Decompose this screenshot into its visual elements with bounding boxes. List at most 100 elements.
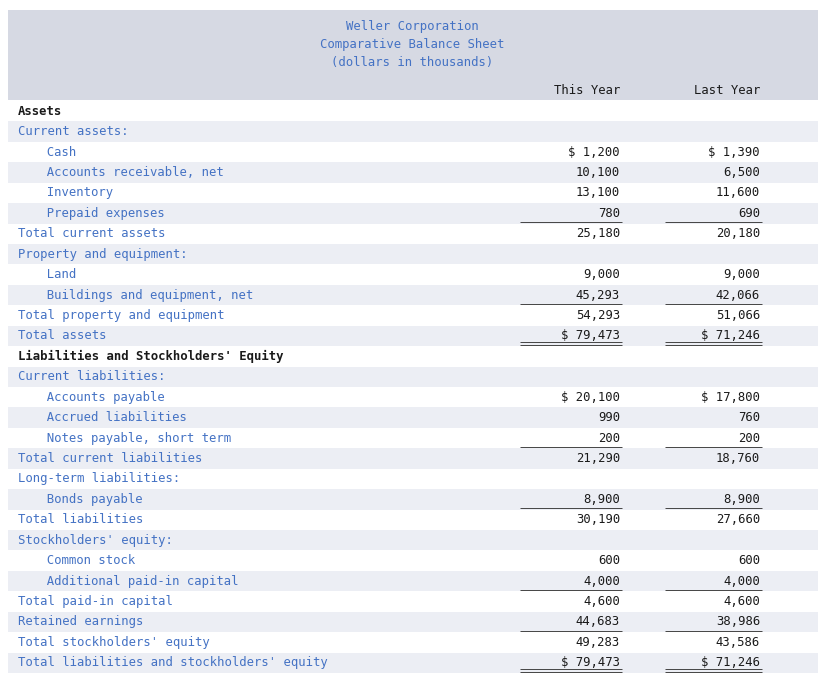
Bar	[8, 591, 818, 612]
Bar	[8, 550, 818, 571]
Text: Cash: Cash	[32, 146, 76, 159]
Bar	[8, 509, 818, 530]
Text: $ 71,246: $ 71,246	[701, 656, 760, 669]
Text: $ 1,390: $ 1,390	[709, 146, 760, 159]
Text: 27,660: 27,660	[716, 513, 760, 526]
Bar	[8, 244, 818, 264]
Bar	[8, 448, 818, 469]
Text: $ 17,800: $ 17,800	[701, 391, 760, 404]
Text: Additional paid-in capital: Additional paid-in capital	[32, 575, 238, 588]
Text: Notes payable, short term: Notes payable, short term	[32, 432, 231, 445]
Text: 30,190: 30,190	[576, 513, 620, 526]
Text: Accounts payable: Accounts payable	[32, 391, 165, 404]
Bar	[8, 612, 818, 632]
Bar	[8, 652, 818, 673]
Text: 11,600: 11,600	[716, 187, 760, 200]
Text: 200: 200	[598, 432, 620, 445]
Text: 49,283: 49,283	[576, 636, 620, 649]
Text: Common stock: Common stock	[32, 554, 135, 567]
Text: 8,900: 8,900	[583, 493, 620, 506]
Text: Total stockholders' equity: Total stockholders' equity	[18, 636, 210, 649]
Text: Total paid-in capital: Total paid-in capital	[18, 595, 173, 608]
Text: Inventory: Inventory	[32, 187, 113, 200]
Text: 8,900: 8,900	[724, 493, 760, 506]
Text: Current liabilities:: Current liabilities:	[18, 370, 166, 383]
Text: 4,600: 4,600	[724, 595, 760, 608]
Text: 990: 990	[598, 411, 620, 424]
Text: 690: 690	[738, 207, 760, 220]
Bar	[8, 326, 818, 346]
Text: This Year: This Year	[554, 84, 620, 97]
Text: 18,760: 18,760	[716, 452, 760, 465]
Text: $ 1,200: $ 1,200	[568, 146, 620, 159]
Bar	[8, 530, 818, 550]
Bar	[8, 469, 818, 489]
Text: Assets: Assets	[18, 105, 62, 118]
Text: 9,000: 9,000	[724, 268, 760, 281]
Text: 10,100: 10,100	[576, 166, 620, 179]
Bar	[8, 285, 818, 305]
Text: 9,000: 9,000	[583, 268, 620, 281]
Bar	[8, 162, 818, 183]
Bar	[8, 346, 818, 366]
Bar	[8, 121, 818, 142]
Bar	[8, 264, 818, 285]
Bar	[8, 203, 818, 223]
Bar	[8, 142, 818, 162]
Text: Property and equipment:: Property and equipment:	[18, 248, 187, 261]
Bar	[8, 632, 818, 652]
Text: Total current assets: Total current assets	[18, 227, 166, 240]
Text: Total property and equipment: Total property and equipment	[18, 309, 224, 322]
Bar	[8, 428, 818, 448]
Text: Total assets: Total assets	[18, 330, 106, 343]
Text: 44,683: 44,683	[576, 616, 620, 629]
Text: Last Year: Last Year	[694, 84, 760, 97]
Text: Land: Land	[32, 268, 76, 281]
Text: Long-term liabilities:: Long-term liabilities:	[18, 473, 180, 486]
Bar	[8, 366, 818, 387]
Text: 6,500: 6,500	[724, 166, 760, 179]
Text: Total liabilities: Total liabilities	[18, 513, 144, 526]
Text: 760: 760	[738, 411, 760, 424]
Text: $ 79,473: $ 79,473	[561, 330, 620, 343]
Text: $ 71,246: $ 71,246	[701, 330, 760, 343]
Text: Retained earnings: Retained earnings	[18, 616, 144, 629]
Text: 20,180: 20,180	[716, 227, 760, 240]
Text: Accrued liabilities: Accrued liabilities	[32, 411, 187, 424]
Bar	[8, 387, 818, 407]
Text: 600: 600	[738, 554, 760, 567]
Text: 600: 600	[598, 554, 620, 567]
Bar	[8, 101, 818, 121]
Text: 4,000: 4,000	[583, 575, 620, 588]
Text: Total liabilities and stockholders' equity: Total liabilities and stockholders' equi…	[18, 656, 328, 669]
Text: 13,100: 13,100	[576, 187, 620, 200]
Text: 45,293: 45,293	[576, 289, 620, 302]
Text: Comparative Balance Sheet: Comparative Balance Sheet	[320, 38, 504, 51]
Text: $ 79,473: $ 79,473	[561, 656, 620, 669]
Text: Stockholders' equity:: Stockholders' equity:	[18, 534, 173, 547]
Text: Total current liabilities: Total current liabilities	[18, 452, 202, 465]
Bar	[8, 183, 818, 203]
Bar	[8, 407, 818, 428]
Text: 21,290: 21,290	[576, 452, 620, 465]
Text: Liabilities and Stockholders' Equity: Liabilities and Stockholders' Equity	[18, 350, 284, 363]
Bar	[8, 489, 818, 509]
Text: 25,180: 25,180	[576, 227, 620, 240]
Text: 200: 200	[738, 432, 760, 445]
Text: 54,293: 54,293	[576, 309, 620, 322]
Text: Weller Corporation: Weller Corporation	[346, 20, 478, 33]
Bar	[8, 305, 818, 326]
Text: 43,586: 43,586	[716, 636, 760, 649]
Text: Bonds payable: Bonds payable	[32, 493, 143, 506]
Bar	[8, 223, 818, 244]
Text: 38,986: 38,986	[716, 616, 760, 629]
Text: 4,000: 4,000	[724, 575, 760, 588]
Text: 42,066: 42,066	[716, 289, 760, 302]
Text: Accounts receivable, net: Accounts receivable, net	[32, 166, 224, 179]
Text: 51,066: 51,066	[716, 309, 760, 322]
Bar	[8, 571, 818, 591]
Text: 780: 780	[598, 207, 620, 220]
Text: Current assets:: Current assets:	[18, 125, 129, 138]
Text: (dollars in thousands): (dollars in thousands)	[331, 56, 493, 69]
Text: Prepaid expenses: Prepaid expenses	[32, 207, 165, 220]
